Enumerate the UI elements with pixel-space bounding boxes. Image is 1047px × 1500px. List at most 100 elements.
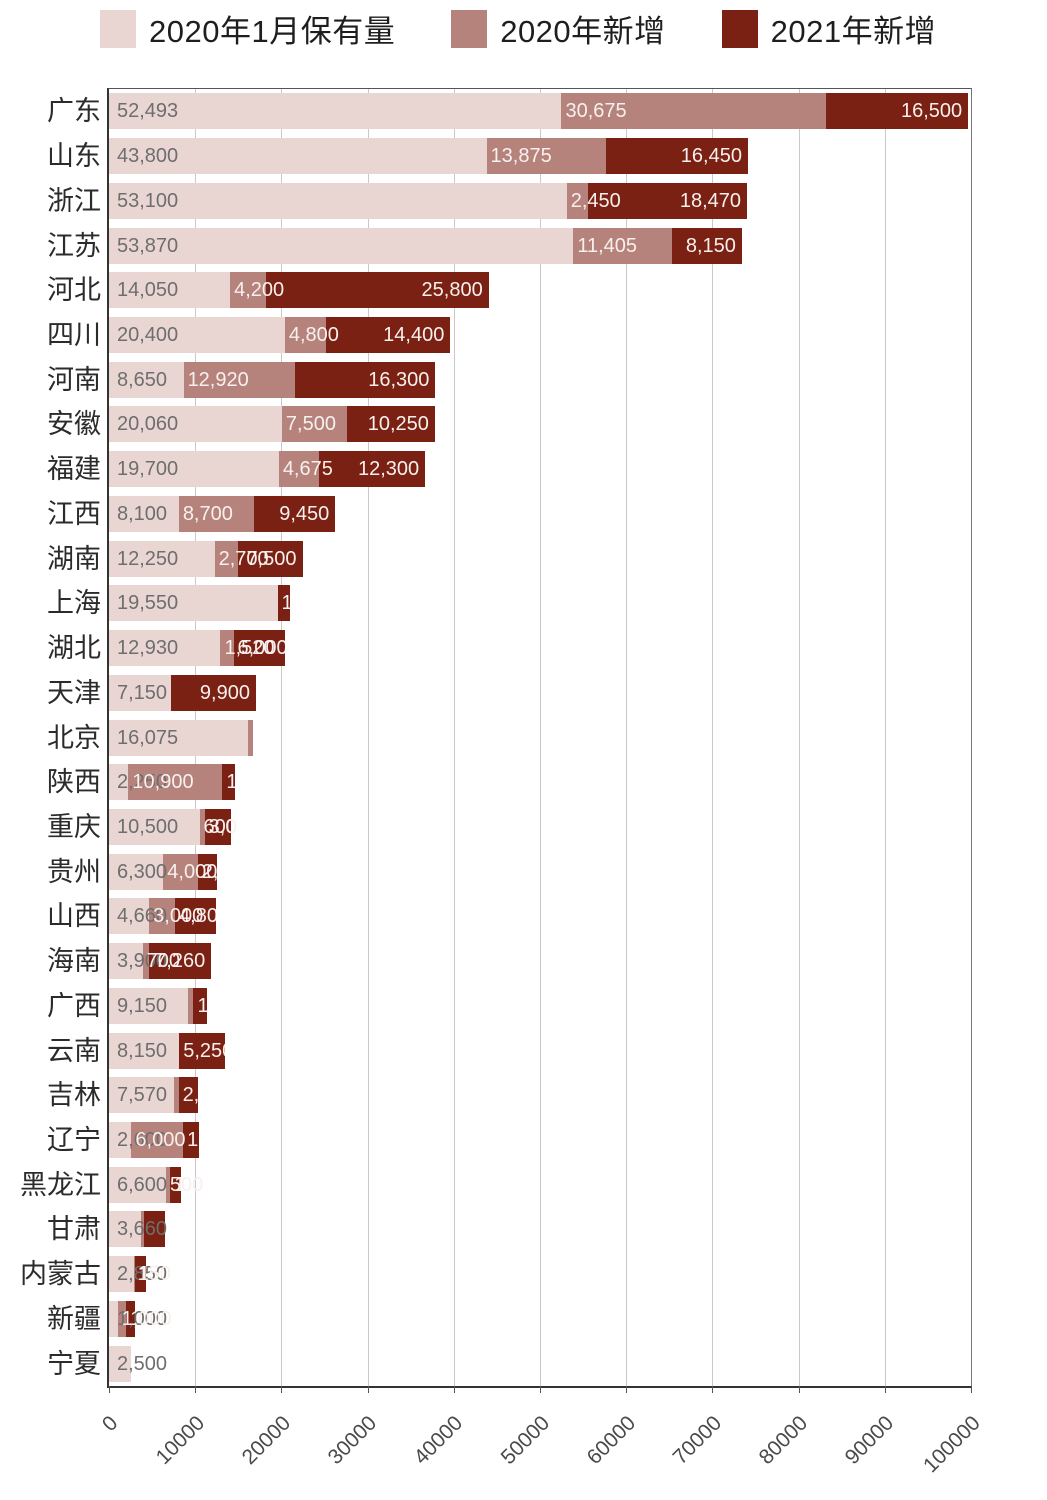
y-axis-label: 陕西 — [47, 767, 101, 798]
bar-segment-holdings — [109, 138, 487, 175]
bar-value-label: 2,250 — [117, 771, 168, 794]
y-axis-label: 山东 — [47, 141, 101, 172]
bar-segment-2020-new — [486, 138, 607, 175]
bar-value-label: 11,405 — [577, 234, 638, 257]
bar-value-label-box: 16,300 — [295, 362, 436, 398]
x-tick-label: 50000 — [496, 1411, 554, 1470]
bar-value-label: 1,500 — [226, 771, 236, 794]
bar-value-label: 8,150 — [117, 1039, 168, 1062]
bar-value-label: 10,500 — [117, 815, 179, 838]
y-axis-label: 吉林 — [47, 1080, 101, 1111]
bar-row: 河南 8,650 12,920 16,300 — [47, 361, 971, 398]
y-axis-label: 黑龙江 — [20, 1169, 101, 1200]
bar-value-label: 10,250 — [367, 413, 429, 436]
bar-segment-2020-new — [281, 406, 347, 443]
bar-value-label: 150 — [137, 1263, 171, 1286]
bar-value-label: 16,300 — [368, 368, 430, 391]
bar-value-label: 2,450 — [570, 189, 621, 212]
bar-segment-2021-new — [170, 674, 256, 711]
bar-value-label: 13,875 — [490, 145, 552, 168]
x-tick-label: 0 — [98, 1411, 123, 1437]
bar-value-label-box: 5,250 — [179, 1033, 224, 1069]
bar-value-label: 14,400 — [383, 323, 445, 346]
bar-segment-holdings — [109, 316, 285, 353]
bar-segment-2020-new — [140, 1211, 144, 1248]
bar-segment-holdings — [109, 1345, 131, 1382]
bar-value-label: 12,250 — [117, 547, 179, 570]
y-axis-label: 云南 — [47, 1035, 101, 1066]
bar-value-label-box: 1,600 — [193, 988, 207, 1024]
bar-value-label: 7,500 — [246, 547, 297, 570]
bar-segment-2021-new — [222, 764, 236, 801]
bar-value-label: 1,800 — [187, 1129, 199, 1152]
bar-segment-2021-new — [183, 1122, 199, 1159]
grid-line — [712, 89, 714, 1386]
bar-value-label-box: 1,800 — [183, 1122, 199, 1158]
bar-segment-2021-new — [143, 1211, 165, 1248]
bar-row: 云南 8,150 5,250 — [47, 1032, 971, 1069]
bar-value-label-box: 3,000 — [205, 809, 231, 845]
x-tick-mark — [971, 1386, 972, 1393]
bar-value-label-box: 1,200 — [170, 1167, 180, 1203]
bar-value-label: 1,000 — [121, 1307, 172, 1330]
bar-value-label: 1,000 — [126, 1308, 135, 1330]
bar-segment-2020-new — [561, 93, 826, 130]
bar-value-label: 9,450 — [279, 502, 330, 525]
bar-segment-2021-new — [233, 630, 286, 667]
bar-segment-2020-new — [187, 987, 194, 1024]
bar-row: 湖北 12,930 1,520 6,000 — [47, 630, 971, 667]
bar-value-label-box: 2,200 — [198, 854, 217, 890]
x-tick-label: 70000 — [668, 1411, 727, 1470]
bar-row: 四川 20,400 4,800 14,400 — [47, 316, 971, 353]
grid-line — [540, 89, 541, 1386]
bar-value-label-box: 8,150 — [672, 228, 742, 264]
bar-segment-holdings — [109, 1211, 141, 1248]
bar-value-label: 20,060 — [117, 413, 179, 436]
legend-swatch-2021-new-icon — [721, 9, 758, 48]
grid-line — [367, 89, 369, 1386]
bar-segment-2020-new — [133, 1256, 135, 1293]
y-axis-label: 福建 — [47, 454, 101, 485]
bar-segment-2020-new — [230, 272, 267, 309]
grid-line — [453, 89, 455, 1386]
bar-value-label: 700 — [146, 950, 180, 973]
bar-value-label: 25,800 — [421, 279, 483, 302]
bar-value-label: 600 — [203, 815, 237, 838]
y-axis-label: 广东 — [47, 96, 101, 127]
bar-value-label: 8,100 — [117, 502, 168, 525]
y-axis-label: 四川 — [47, 319, 101, 350]
bar-segment-2020-new — [278, 451, 320, 488]
x-tick-label: 20000 — [237, 1411, 296, 1470]
y-axis-label: 湖北 — [47, 633, 101, 664]
bar-value-label: 7,500 — [285, 413, 336, 436]
y-axis-label: 新疆 — [47, 1303, 101, 1334]
y-axis-label: 上海 — [47, 588, 101, 619]
bar-value-label: 14,050 — [117, 279, 179, 302]
bar-row: 福建 19,700 4,675 12,300 — [47, 451, 971, 488]
bar-row: 湖南 12,250 2,700 7,500 — [47, 540, 971, 577]
bar-value-label: 4,800 — [179, 905, 217, 928]
bar-row: 浙江 53,100 2,450 18,470 — [47, 182, 971, 219]
bar-segment-2020-new — [131, 1122, 184, 1159]
bar-segment-2020-new — [174, 1077, 179, 1114]
bar-value-label: 2,700 — [218, 547, 269, 570]
bar-segment-2020-new — [163, 853, 198, 890]
bar-value-label-box: 14,400 — [326, 317, 450, 353]
bar-value-label: 1,600 — [197, 994, 208, 1017]
bar-value-label: 6,600 — [117, 1173, 168, 1196]
bar-value-label-box: 10,250 — [347, 406, 435, 442]
bar-value-label: 10,900 — [132, 771, 194, 794]
y-axis-label: 甘肃 — [47, 1214, 101, 1245]
bar-segment-holdings — [109, 1300, 118, 1337]
grid-line — [281, 89, 283, 1386]
bar-value-label-box: 1,400 — [278, 585, 290, 621]
y-axis-label: 浙江 — [47, 185, 101, 216]
bar-value-label-box: 12,300 — [319, 451, 425, 487]
bar-value-label-box: 1,300 — [135, 1256, 146, 1292]
bar-segment-2021-new — [193, 987, 208, 1024]
x-tick-label: 100000 — [918, 1411, 985, 1478]
bar-value-label-box: 2,300 — [179, 1077, 199, 1113]
bar-segment-2021-new — [148, 943, 212, 980]
bar-value-label: 3,660 — [117, 1218, 168, 1241]
